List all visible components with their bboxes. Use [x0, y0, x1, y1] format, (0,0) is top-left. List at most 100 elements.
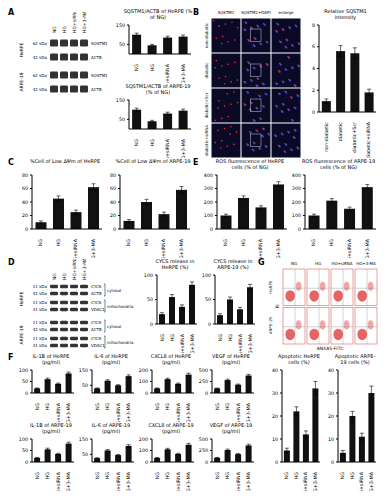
svg-text:HeRPE: HeRPE: [19, 291, 24, 306]
svg-text:HG+3-MA: HG+3-MA: [186, 402, 191, 422]
svg-text:80: 80: [110, 173, 116, 178]
svg-text:60: 60: [110, 186, 116, 191]
svg-text:150: 150: [116, 23, 125, 28]
svg-text:0: 0: [210, 227, 213, 232]
svg-text:200: 200: [139, 437, 148, 442]
svg-text:500: 500: [199, 437, 208, 442]
svg-text:250: 250: [199, 379, 208, 384]
svg-text:NG: NG: [35, 403, 40, 411]
svg-text:10: 10: [272, 437, 278, 442]
svg-text:SQSTM1: SQSTM1: [91, 73, 108, 78]
svg-text:6: 6: [312, 44, 315, 49]
svg-text:HG+siRNA: HG+siRNA: [116, 402, 121, 422]
svg-text:150: 150: [79, 437, 88, 442]
svg-text:40: 40: [272, 368, 278, 373]
svg-text:CYCS: CYCS: [91, 336, 102, 341]
svg-text:100: 100: [204, 213, 213, 218]
svg-text:HG: HG: [105, 403, 110, 411]
svg-text:HG+siRNA: HG+siRNA: [359, 471, 364, 491]
svg-text:HG+3-MA: HG+3-MA: [82, 259, 87, 280]
svg-text:HG+siRNA: HG+siRNA: [165, 63, 170, 83]
svg-text:HG+siRNA: HG+siRNA: [72, 259, 77, 280]
svg-text:HG: HG: [241, 239, 246, 247]
svg-text:HG+siRNA: HG+siRNA: [72, 12, 77, 33]
svg-text:NG: NG: [38, 239, 43, 247]
svg-text:HG+3-MA: HG+3-MA: [186, 471, 191, 491]
svg-text:0: 0: [205, 460, 208, 465]
svg-text:NG: NG: [95, 403, 100, 411]
svg-text:ACTB: ACTB: [91, 327, 102, 332]
svg-text:NG: NG: [291, 261, 297, 266]
svg-text:40: 40: [110, 200, 116, 205]
svg-text:0: 0: [275, 460, 278, 465]
svg-text:500: 500: [199, 368, 208, 373]
svg-text:0: 0: [25, 391, 28, 396]
svg-text:HG+3-MA: HG+3-MA: [248, 333, 253, 353]
svg-text:HG: HG: [150, 139, 155, 147]
svg-text:20: 20: [110, 213, 116, 218]
svg-text:HG+3-MA: HG+3-MA: [181, 138, 186, 158]
svg-text:NG: NG: [340, 472, 345, 480]
svg-text:HG: HG: [165, 472, 170, 480]
svg-text:ARPE-19: ARPE-19: [268, 317, 273, 334]
svg-text:20: 20: [22, 213, 28, 218]
svg-text:NG: NG: [160, 334, 165, 342]
svg-text:0: 0: [205, 391, 208, 396]
svg-text:40: 40: [328, 368, 334, 373]
svg-text:NG: NG: [52, 273, 57, 280]
svg-text:HG: HG: [150, 64, 155, 72]
svg-text:20: 20: [272, 414, 278, 419]
svg-text:0: 0: [312, 110, 315, 115]
svg-text:ANXA5-FITC: ANXA5-FITC: [317, 346, 344, 351]
svg-text:HG+3-MA: HG+3-MA: [126, 402, 131, 422]
svg-text:NG: NG: [95, 472, 100, 480]
svg-text:10: 10: [328, 437, 334, 442]
svg-text:40: 40: [22, 200, 28, 205]
svg-text:NG: NG: [155, 472, 160, 480]
svg-text:VDAC1: VDAC1: [91, 343, 105, 348]
svg-text:0: 0: [113, 227, 116, 232]
svg-text:HG+3-MA: HG+3-MA: [369, 471, 374, 491]
svg-text:HG+3-MA: HG+3-MA: [66, 402, 71, 422]
svg-text:20: 20: [328, 414, 334, 419]
svg-text:HG: HG: [62, 26, 67, 33]
svg-text:HG+siRNA: HG+siRNA: [347, 238, 352, 258]
svg-text:NG: NG: [35, 472, 40, 480]
svg-text:diabetic: diabetic: [338, 122, 343, 142]
svg-text:NG: NG: [218, 334, 223, 342]
svg-text:HG: HG: [170, 334, 175, 342]
svg-text:30: 30: [272, 391, 278, 396]
svg-text:31 kDa: 31 kDa: [33, 307, 48, 312]
svg-text:200: 200: [139, 368, 148, 373]
svg-text:diabetic: diabetic: [204, 63, 209, 79]
svg-text:NG: NG: [215, 472, 220, 480]
svg-text:HG: HG: [45, 403, 50, 411]
svg-text:100: 100: [144, 273, 153, 278]
svg-text:HG: HG: [105, 472, 110, 480]
svg-text:mitochondria: mitochondria: [107, 304, 134, 309]
svg-text:HG: HG: [329, 239, 334, 247]
svg-text:11 kDa: 11 kDa: [33, 300, 48, 305]
svg-text:HG+3-MA: HG+3-MA: [246, 402, 251, 422]
svg-text:0: 0: [145, 460, 148, 465]
svg-text:HG+3-MA: HG+3-MA: [181, 63, 186, 83]
svg-text:11 kDa: 11 kDa: [33, 320, 48, 325]
svg-text:HG: HG: [294, 472, 299, 480]
svg-text:100: 100: [292, 213, 301, 218]
svg-text:ACTB: ACTB: [91, 55, 102, 60]
svg-text:HG+siRNA: HG+siRNA: [258, 238, 263, 258]
svg-text:0: 0: [298, 227, 301, 232]
svg-text:HG+siRNA: HG+siRNA: [56, 402, 61, 422]
svg-text:ARPE-19: ARPE-19: [19, 325, 24, 344]
svg-text:60: 60: [22, 186, 28, 191]
svg-text:NG: NG: [134, 139, 139, 147]
svg-text:50: 50: [119, 42, 125, 47]
svg-text:2: 2: [312, 88, 315, 93]
svg-text:NG: NG: [311, 239, 316, 247]
svg-text:0: 0: [145, 391, 148, 396]
svg-text:HG+siRNA: HG+siRNA: [238, 333, 243, 353]
svg-text:cytosol: cytosol: [107, 288, 121, 293]
svg-text:diabetic+siRNA: diabetic+siRNA: [366, 121, 371, 158]
svg-text:42 kDa: 42 kDa: [33, 87, 48, 92]
svg-text:HG+3-MA: HG+3-MA: [126, 471, 131, 491]
